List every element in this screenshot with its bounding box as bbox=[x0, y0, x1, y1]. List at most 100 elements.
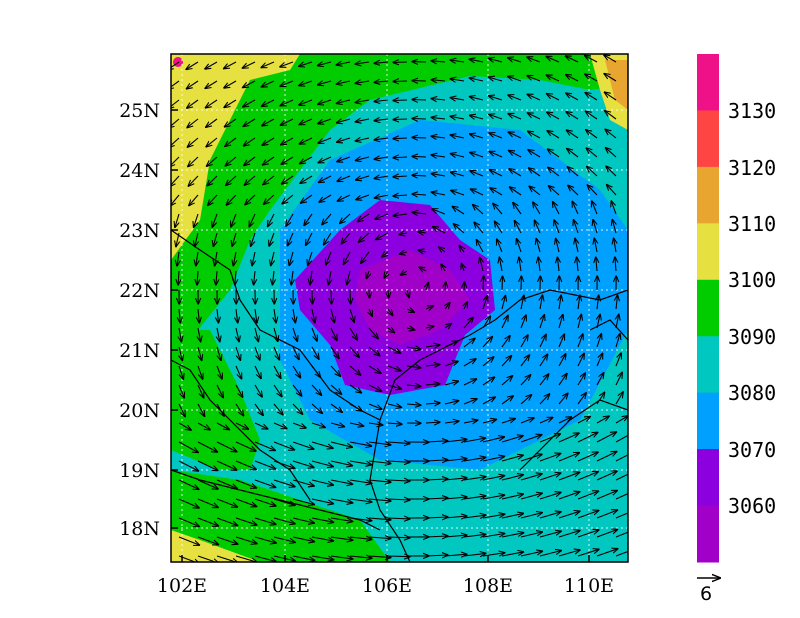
wind-vector bbox=[482, 419, 497, 423]
colorbar-segment bbox=[697, 336, 719, 394]
wind-vector bbox=[431, 192, 446, 195]
wind-vector bbox=[312, 308, 315, 323]
wind-vector bbox=[509, 151, 522, 158]
wind-vector bbox=[292, 422, 306, 428]
wind-vector bbox=[539, 551, 561, 557]
wind-vector bbox=[292, 555, 315, 560]
wind-vector bbox=[368, 346, 380, 356]
wind-vector bbox=[249, 213, 256, 227]
wind-vector bbox=[387, 365, 401, 371]
wind-vector bbox=[566, 130, 579, 139]
wind-vector bbox=[292, 441, 314, 449]
wind-vector bbox=[520, 435, 542, 443]
x-tick-label: 108E bbox=[463, 575, 513, 597]
x-tick-labels: 102E 104E 106E 108E 110E bbox=[157, 575, 614, 597]
wind-vector bbox=[254, 441, 275, 451]
wind-vector bbox=[337, 137, 351, 142]
wind-vector bbox=[615, 416, 628, 424]
wind-vector bbox=[464, 282, 465, 291]
wind-vector bbox=[489, 96, 503, 101]
wind-vector bbox=[197, 365, 203, 379]
wind-vector bbox=[463, 534, 486, 537]
wind-vector bbox=[368, 537, 391, 539]
wind-vector bbox=[330, 537, 353, 540]
wind-vector bbox=[577, 530, 599, 538]
wind-vector bbox=[431, 99, 446, 101]
wind-vector bbox=[463, 317, 473, 329]
wind-vector bbox=[393, 214, 408, 216]
wind-vector bbox=[387, 518, 410, 519]
wind-vector bbox=[178, 365, 183, 379]
wind-vector bbox=[310, 270, 312, 285]
wind-vector bbox=[225, 156, 237, 166]
wind-vector bbox=[359, 232, 370, 242]
wind-vector bbox=[388, 308, 393, 315]
wind-vector bbox=[178, 460, 199, 471]
wind-vector bbox=[280, 80, 294, 86]
wind-vector bbox=[205, 80, 218, 88]
wind-vector bbox=[387, 537, 410, 538]
wind-vector bbox=[235, 536, 257, 544]
wind-vector bbox=[318, 81, 332, 85]
wind-vector bbox=[186, 61, 199, 69]
wind-vector bbox=[330, 384, 342, 394]
wind-vector bbox=[577, 432, 598, 443]
wind-vector bbox=[198, 327, 201, 342]
wind-vector bbox=[450, 135, 465, 138]
wind-vector bbox=[578, 295, 580, 310]
wind-vector bbox=[368, 327, 378, 339]
wind-vector bbox=[587, 185, 598, 196]
wind-vector bbox=[272, 270, 274, 285]
wind-vector bbox=[374, 138, 389, 140]
wind-vector bbox=[331, 308, 335, 323]
wind-vector bbox=[425, 384, 440, 385]
wind-vector bbox=[368, 461, 391, 464]
wind-vector bbox=[387, 423, 402, 424]
wind-vector bbox=[558, 334, 564, 348]
wind-vector bbox=[596, 452, 617, 462]
wind-vector bbox=[337, 194, 351, 201]
wind-vector bbox=[400, 271, 408, 275]
wind-vector bbox=[558, 472, 580, 481]
wind-vector bbox=[197, 384, 204, 398]
wind-vector bbox=[269, 232, 275, 246]
wind-vector bbox=[374, 100, 389, 102]
wind-vector bbox=[577, 353, 584, 367]
wind-vector bbox=[171, 80, 180, 89]
wind-vector bbox=[607, 185, 617, 196]
wind-vector bbox=[517, 239, 522, 253]
wind-vector bbox=[558, 531, 580, 538]
fill-3090-west bbox=[171, 330, 260, 470]
wind-vector bbox=[178, 422, 191, 430]
wind-vector bbox=[387, 556, 410, 557]
wind-vector bbox=[444, 459, 467, 461]
wind-vector bbox=[459, 246, 464, 253]
wind-vector bbox=[406, 328, 415, 330]
wind-vector bbox=[499, 257, 502, 272]
wind-vector bbox=[558, 393, 568, 405]
wind-vector bbox=[495, 221, 503, 234]
wind-vector bbox=[567, 167, 579, 177]
wind-vector bbox=[235, 555, 257, 562]
wind-vector bbox=[575, 238, 578, 253]
wind-vector bbox=[216, 536, 238, 544]
wind-vector bbox=[340, 213, 351, 224]
wind-vector bbox=[382, 252, 389, 257]
fill-3100-northwest bbox=[171, 54, 300, 260]
wind-vector bbox=[292, 384, 302, 396]
wind-vector bbox=[254, 536, 276, 543]
wind-vector bbox=[330, 460, 353, 466]
wind-vector bbox=[469, 59, 484, 62]
wind-vector bbox=[399, 233, 408, 235]
wind-vector bbox=[281, 137, 294, 145]
wind-vector bbox=[292, 327, 297, 341]
wind-vector bbox=[274, 308, 276, 323]
wind-vector bbox=[615, 434, 628, 443]
wind-vector bbox=[355, 157, 370, 161]
wind-vector bbox=[273, 460, 295, 468]
wind-vector bbox=[482, 377, 495, 386]
fill-3090-north bbox=[171, 54, 628, 350]
wind-vector bbox=[336, 100, 351, 103]
wind-vector bbox=[614, 238, 616, 253]
wind-vector bbox=[431, 61, 446, 62]
